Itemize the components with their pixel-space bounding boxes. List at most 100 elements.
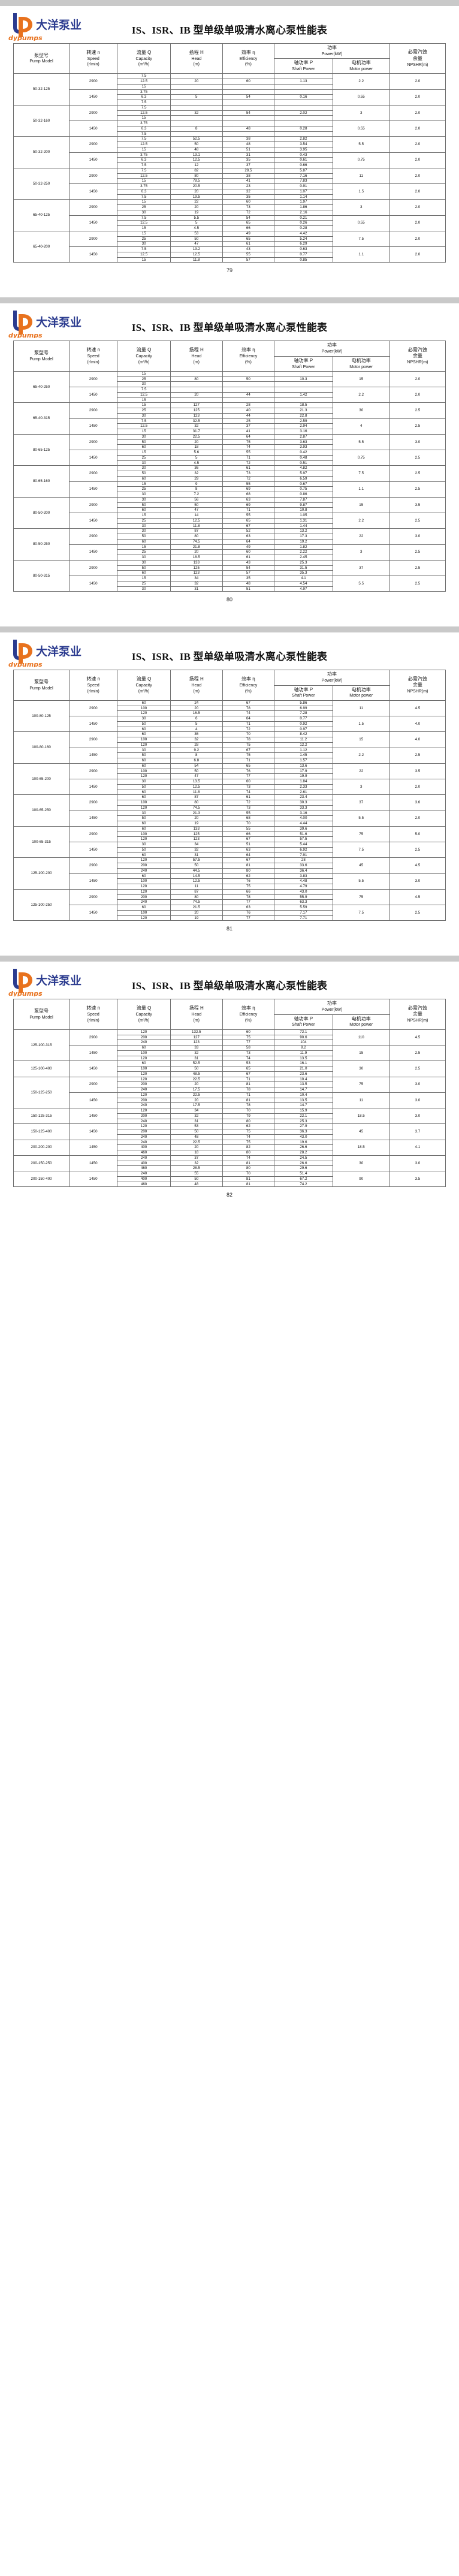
cell-capacity: 30 bbox=[117, 460, 171, 466]
table-row: 1450 30 6 64 0.77 1.5 4.0 bbox=[14, 716, 446, 733]
cell-shaft-power: 31.5 bbox=[274, 565, 333, 571]
cell-capacity: 60 bbox=[117, 825, 171, 832]
cell-capacity: 30 bbox=[117, 241, 171, 248]
cell-shaft-power: 5.86 bbox=[274, 700, 333, 706]
cell-head: 47 bbox=[170, 773, 223, 780]
cell-speed: 2900 bbox=[69, 230, 118, 248]
cell-efficiency: 63 bbox=[222, 846, 275, 853]
table-row: 7.5 bbox=[14, 100, 446, 106]
cell-capacity: 120 bbox=[117, 1055, 171, 1062]
cell-shaft-power: 0.91 bbox=[274, 183, 333, 189]
cell-motor-power: 22 bbox=[332, 763, 390, 780]
cell-shaft-power: 0.66 bbox=[274, 162, 333, 168]
cell-capacity: 25 bbox=[117, 580, 171, 587]
cell-capacity: 15 bbox=[117, 402, 171, 409]
cell-shaft-power bbox=[274, 131, 333, 137]
cell-efficiency bbox=[222, 83, 275, 90]
table-row: 460 18 80 28.2 bbox=[14, 1150, 446, 1156]
cell-shaft-power: 72.1 bbox=[274, 1029, 333, 1035]
cell-motor-power: 30 bbox=[332, 402, 390, 419]
cell-pump-model: 125-100-200 bbox=[13, 857, 70, 890]
cell-efficiency: 28 bbox=[222, 402, 275, 409]
table-row: 1450 15 9 55 0.67 1.1 2.5 bbox=[14, 481, 446, 498]
cell-efficiency: 74 bbox=[222, 710, 275, 717]
cell-shaft-power: 13.2 bbox=[274, 528, 333, 535]
cell-shaft-power: 1.82 bbox=[274, 544, 333, 550]
cell-capacity: 120 bbox=[117, 884, 171, 890]
table-row: 400 32 81 26.6 bbox=[14, 1160, 446, 1167]
table-row: 200-150-400 1450 240 55 70 51.4 90 3.5 bbox=[13, 1171, 446, 1188]
cell-capacity: 50 bbox=[117, 784, 171, 790]
cell-head: 12.5 bbox=[170, 251, 223, 258]
cell-shaft-power: 4.82 bbox=[274, 465, 333, 472]
cell-head: 4.5 bbox=[170, 225, 223, 231]
cell-head: 5.6 bbox=[170, 450, 223, 456]
cell-efficiency: 61 bbox=[222, 465, 275, 472]
cell-head: 37 bbox=[170, 1155, 223, 1161]
cell-motor-power: 7.5 bbox=[332, 465, 390, 482]
cell-capacity: 60 bbox=[117, 507, 171, 514]
cell-head: 50 bbox=[170, 1129, 223, 1135]
cell-speed: 2900 bbox=[69, 700, 118, 717]
cell-motor-power: 90 bbox=[332, 1171, 390, 1188]
cell-shaft-power: 6.99 bbox=[274, 705, 333, 712]
cell-shaft-power: 35.3 bbox=[274, 570, 333, 577]
cell-capacity: 30 bbox=[117, 810, 171, 817]
cell-speed: 1450 bbox=[69, 1060, 118, 1077]
cell-efficiency: 81 bbox=[222, 1081, 275, 1088]
cell-head: 19 bbox=[170, 915, 223, 921]
cell-motor-power: 1.1 bbox=[332, 246, 390, 263]
table-row: 125-100-200 2900 120 57.5 67 28 45 4.5 bbox=[13, 857, 446, 890]
cell-capacity: 240 bbox=[117, 1171, 171, 1177]
table-row: 50-32-160 2900 7.5 3 2.0 bbox=[13, 104, 446, 137]
cell-efficiency: 70 bbox=[222, 1108, 275, 1114]
cell-head: 78.5 bbox=[170, 178, 223, 185]
cell-efficiency: 48 bbox=[222, 580, 275, 587]
cell-efficiency: 41 bbox=[222, 178, 275, 185]
cell-head: 7.2 bbox=[170, 492, 223, 498]
cell-efficiency: 61 bbox=[222, 241, 275, 248]
cell-speed: 2900 bbox=[69, 825, 118, 843]
cell-pump-model: 50-32-200 bbox=[13, 136, 70, 168]
table-row: 12.5 50 48 3.54 bbox=[14, 141, 446, 147]
cell-motor-power: 1.5 bbox=[332, 183, 390, 200]
cell-shaft-power: 6.29 bbox=[274, 241, 333, 248]
cell-head: 74.5 bbox=[170, 899, 223, 906]
col-header-model: 泵型号 Pump Model bbox=[13, 341, 70, 372]
cell-efficiency: 67 bbox=[222, 747, 275, 754]
cell-head: 11.8 bbox=[170, 523, 223, 529]
cell-head: 32 bbox=[170, 846, 223, 853]
cell-shaft-power: 0.42 bbox=[274, 450, 333, 456]
cell-efficiency: 68 bbox=[222, 815, 275, 822]
cell-efficiency: 35 bbox=[222, 157, 275, 164]
cell-shaft-power: 7.83 bbox=[274, 178, 333, 185]
cell-head: 14.5 bbox=[170, 873, 223, 879]
cell-efficiency: 79 bbox=[222, 1113, 275, 1119]
cell-motor-power: 2.2 bbox=[332, 747, 390, 764]
cell-speed: 2900 bbox=[69, 857, 118, 874]
cell-efficiency: 74 bbox=[222, 444, 275, 451]
cell-capacity: 200 bbox=[117, 1113, 171, 1119]
cell-head: 50 bbox=[170, 502, 223, 508]
cell-motor-power: 75 bbox=[332, 1076, 390, 1093]
cell-shaft-power: 17.3 bbox=[274, 534, 333, 540]
cell-efficiency: 58 bbox=[222, 1045, 275, 1051]
cell-capacity: 200 bbox=[117, 1097, 171, 1104]
cell-head: 125 bbox=[170, 831, 223, 837]
col-header-motor-power: 电机功率 Motor power bbox=[332, 355, 390, 372]
cell-capacity: 15 bbox=[117, 83, 171, 90]
cell-efficiency: 55 bbox=[222, 450, 275, 456]
cell-efficiency: 37 bbox=[222, 162, 275, 168]
cell-shaft-power: 3.16 bbox=[274, 429, 333, 435]
cell-head: 12.5 bbox=[170, 784, 223, 790]
table-row: 60 123 57 35.3 bbox=[14, 570, 446, 577]
page-top-bar bbox=[0, 0, 459, 6]
cell-shaft-power: 22.8 bbox=[274, 412, 333, 419]
cell-motor-power: 18.5 bbox=[332, 1108, 390, 1125]
cell-speed: 1450 bbox=[69, 1139, 118, 1156]
cell-capacity: 460 bbox=[117, 1150, 171, 1156]
cell-head: 22.5 bbox=[170, 433, 223, 440]
cell-head: 52.5 bbox=[170, 1060, 223, 1067]
cell-efficiency bbox=[222, 115, 275, 122]
cell-shaft-power: 90.6 bbox=[274, 1034, 333, 1041]
